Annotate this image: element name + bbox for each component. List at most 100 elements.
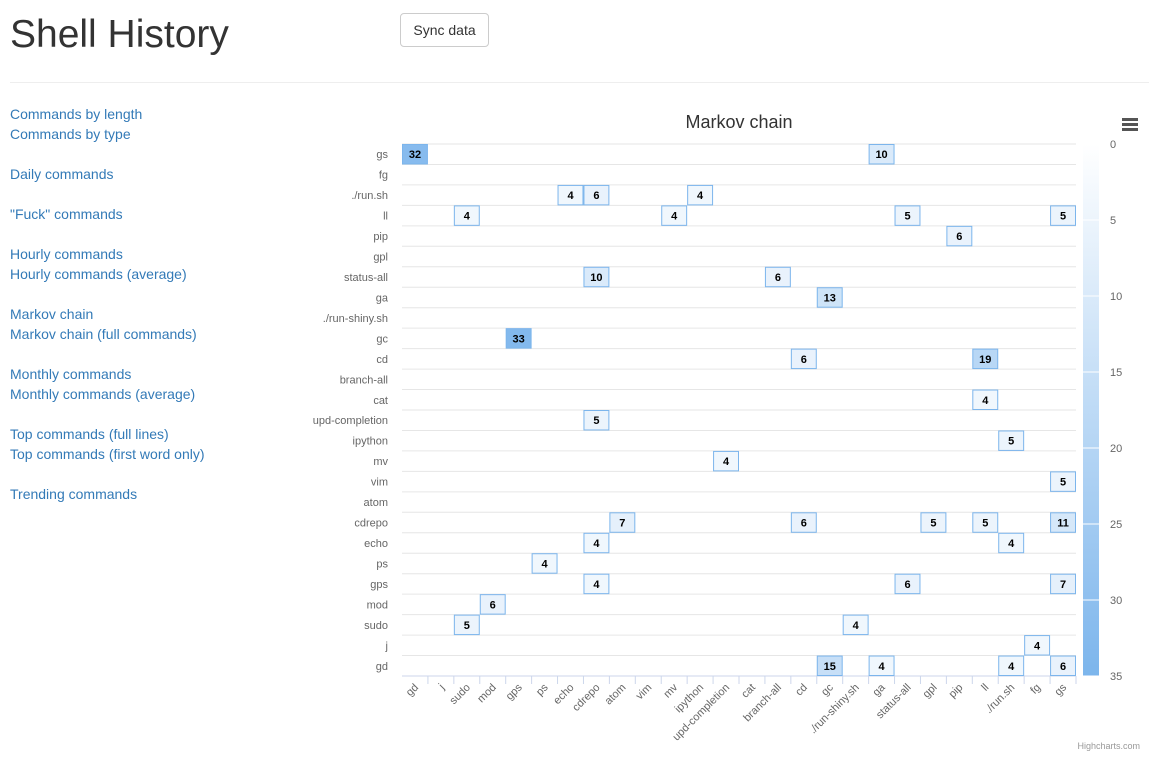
heatmap-cell bbox=[583, 573, 610, 595]
cell-value-label: 15 bbox=[824, 661, 836, 673]
heatmap-cell bbox=[713, 450, 740, 472]
cell-value-label: 6 bbox=[490, 599, 496, 611]
heatmap-cell bbox=[505, 328, 532, 349]
color-axis-label: 20 bbox=[1110, 443, 1122, 455]
nav-group: "Fuck" commands bbox=[10, 204, 310, 224]
heatmap-cell bbox=[1050, 471, 1076, 492]
cell-value-label: 4 bbox=[1034, 640, 1041, 652]
cell-value-label: 4 bbox=[853, 620, 860, 632]
x-label-cd: cd bbox=[793, 682, 810, 699]
header-divider bbox=[10, 82, 1149, 83]
heatmap-cell bbox=[1050, 205, 1076, 226]
cell-value-label: 4 bbox=[567, 190, 574, 202]
y-label-status-all: status-all bbox=[344, 272, 388, 284]
nav-group: Markov chain Markov chain (full commands) bbox=[10, 304, 310, 344]
nav-link-markov-chain-full-commands[interactable]: Markov chain (full commands) bbox=[10, 326, 197, 342]
cell-value-label: 5 bbox=[464, 620, 470, 632]
page-title: Shell History bbox=[10, 13, 229, 56]
nav-link-hourly-commands-average[interactable]: Hourly commands (average) bbox=[10, 266, 187, 282]
nav-link-commands-by-length[interactable]: Commands by length bbox=[10, 106, 143, 122]
heatmap-cell bbox=[816, 287, 843, 308]
nav-link-daily-commands[interactable]: Daily commands bbox=[10, 166, 114, 182]
y-label-ll: ll bbox=[383, 211, 388, 223]
cell-value-label: 6 bbox=[956, 231, 962, 243]
nav-group: Top commands (full lines) Top commands (f… bbox=[10, 424, 310, 464]
y-label-gps: gps bbox=[370, 579, 388, 591]
x-label-ps: ps bbox=[534, 681, 551, 698]
y-label-cdrepo: cdrepo bbox=[354, 518, 388, 530]
cell-value-label: 6 bbox=[801, 518, 807, 530]
x-label-gs: gs bbox=[1052, 681, 1069, 698]
cell-value-label: 4 bbox=[697, 190, 704, 202]
cell-value-label: 4 bbox=[464, 211, 471, 223]
x-label-vim: vim bbox=[634, 682, 655, 703]
chart-menu-icon[interactable] bbox=[1118, 116, 1142, 138]
x-label-pip: pip bbox=[947, 682, 966, 701]
heatmap-cell bbox=[972, 512, 999, 533]
cell-value-label: 6 bbox=[775, 272, 781, 284]
heatmap-cell bbox=[998, 532, 1025, 554]
nav-group: Hourly commands Hourly commands (average) bbox=[10, 244, 310, 284]
heatmap-cell bbox=[402, 144, 428, 165]
cell-value-label: 5 bbox=[930, 518, 936, 530]
nav-link-markov-chain[interactable]: Markov chain bbox=[10, 306, 94, 322]
cell-value-label: 6 bbox=[593, 190, 599, 202]
heatmap-cell bbox=[1050, 573, 1076, 595]
y-label-pip: pip bbox=[373, 231, 388, 243]
y-label-upd-completion: upd-completion bbox=[313, 415, 388, 427]
x-label-fg: fg bbox=[1028, 682, 1043, 697]
heatmap-cell bbox=[920, 512, 947, 533]
cell-value-label: 5 bbox=[1008, 436, 1014, 448]
nav-link-fuck-commands[interactable]: "Fuck" commands bbox=[10, 206, 123, 222]
x-label-ll: ll bbox=[979, 682, 991, 694]
nav-link-trending-commands[interactable]: Trending commands bbox=[10, 486, 138, 502]
heatmap-cell bbox=[972, 348, 999, 370]
heatmap-cell bbox=[479, 594, 506, 615]
y-label-vim: vim bbox=[371, 477, 388, 489]
cell-value-label: 19 bbox=[979, 354, 991, 366]
heatmap-cell bbox=[790, 512, 817, 533]
heatmap-cell bbox=[583, 266, 610, 288]
nav-group: Trending commands bbox=[10, 484, 310, 504]
heatmap-cell bbox=[583, 410, 610, 431]
y-label-gd: gd bbox=[376, 661, 388, 673]
cell-value-label: 6 bbox=[904, 579, 910, 591]
cell-value-label: 4 bbox=[1008, 661, 1015, 673]
x-label-cdrepo: cdrepo bbox=[570, 682, 602, 714]
cell-value-label: 7 bbox=[619, 518, 625, 530]
color-axis-label: 25 bbox=[1110, 519, 1122, 531]
x-label-gd: gd bbox=[404, 682, 421, 699]
cell-value-label: 4 bbox=[671, 211, 678, 223]
cell-value-label: 4 bbox=[879, 661, 886, 673]
cell-value-label: 13 bbox=[824, 292, 836, 304]
cell-value-label: 4 bbox=[723, 456, 730, 468]
nav-link-commands-by-type[interactable]: Commands by type bbox=[10, 126, 131, 142]
color-axis-label: 0 bbox=[1110, 139, 1116, 151]
heatmap-cell bbox=[583, 184, 610, 206]
color-axis-label: 10 bbox=[1110, 291, 1122, 303]
nav-link-top-commands-full-lines[interactable]: Top commands (full lines) bbox=[10, 426, 169, 442]
cell-value-label: 4 bbox=[982, 395, 989, 407]
x-label-atom: atom bbox=[603, 682, 629, 708]
nav-link-monthly-commands-average[interactable]: Monthly commands (average) bbox=[10, 386, 196, 402]
color-axis-label: 15 bbox=[1110, 367, 1122, 379]
y-label-atom: atom bbox=[364, 497, 388, 509]
heatmap-cell bbox=[842, 614, 869, 636]
nav-group: Monthly commands Monthly commands (averag… bbox=[10, 364, 310, 404]
sync-data-button[interactable]: Sync data bbox=[400, 13, 489, 47]
color-axis-label: 30 bbox=[1110, 595, 1122, 607]
cell-value-label: 32 bbox=[409, 149, 421, 161]
heatmap-cell bbox=[1050, 512, 1076, 533]
y-label-j: j bbox=[385, 640, 388, 652]
nav-link-top-commands-first-word-only[interactable]: Top commands (first word only) bbox=[10, 446, 205, 462]
markov-chain-chart: Markov chain gs fg ./run.sh ll pip gpl status-a… bbox=[300, 100, 1160, 765]
cell-value-label: 33 bbox=[513, 333, 525, 345]
nav-link-monthly-commands[interactable]: Monthly commands bbox=[10, 366, 132, 382]
x-label-gpl: gpl bbox=[921, 682, 940, 701]
cell-value-label: 6 bbox=[801, 354, 807, 366]
x-label-gps: gps bbox=[504, 681, 525, 702]
nav-link-hourly-commands[interactable]: Hourly commands bbox=[10, 246, 123, 262]
y-label-fg: fg bbox=[379, 170, 388, 182]
x-label-mod: mod bbox=[475, 682, 499, 706]
x-label-gc: gc bbox=[819, 681, 836, 698]
